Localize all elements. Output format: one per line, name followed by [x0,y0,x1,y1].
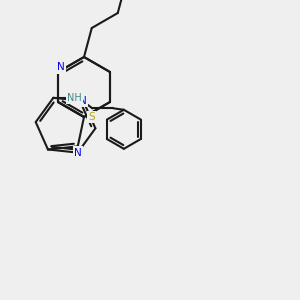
Text: N: N [79,96,87,106]
Text: NH: NH [67,93,82,103]
Text: N: N [56,62,64,73]
Text: S: S [88,112,95,122]
Text: N: N [74,148,82,158]
